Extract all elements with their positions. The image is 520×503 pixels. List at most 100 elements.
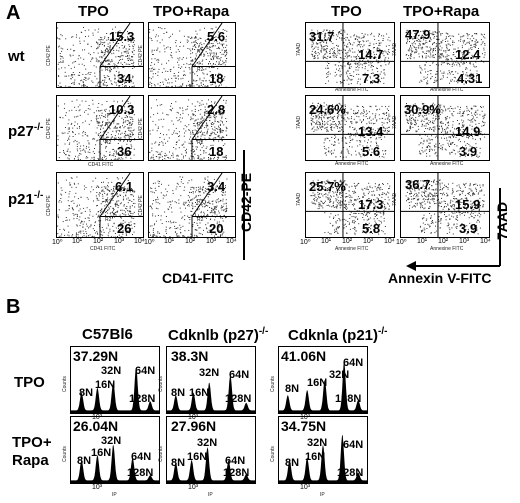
- b-row-header-line2: Rapa: [12, 452, 49, 469]
- row-header-p27-label: p27: [8, 123, 34, 140]
- dna-histogram-c57bl6-tpo: 37.29N 8N 16N 32N 64N 128N: [70, 346, 160, 414]
- gate-label-r2: R2: [197, 67, 204, 73]
- peak-label-64n: 64N: [229, 369, 250, 381]
- cd-plot-p21-rapa-scatter: [149, 173, 235, 237]
- ip-axis-label: IP: [112, 492, 117, 498]
- cd-y-axis-label: CD42 PE: [46, 195, 52, 216]
- cd-x-axis-label: CD41 FITC: [90, 246, 116, 252]
- tick-label: 10⁴: [384, 238, 395, 245]
- gate-label-r1: R1: [105, 122, 112, 128]
- ann-value-upper-right: 14.7: [358, 47, 384, 62]
- ann-value-upper-left: 31.7: [309, 29, 335, 44]
- cd-value-top: 10.3: [109, 102, 135, 117]
- peak-label-8n: 8N: [79, 387, 94, 399]
- peak-label-128n: 128N: [127, 467, 154, 479]
- ann-x-axis-label: Annexine FITC: [430, 246, 464, 252]
- tick-label: 10⁰: [300, 239, 311, 246]
- gate-label-r2: R2: [197, 217, 204, 223]
- cd-value-top: 3.4: [207, 179, 226, 194]
- tick-label: 10³: [206, 238, 217, 245]
- b-col-header-p27-label: Cdknlb (p27): [168, 327, 259, 344]
- ip-tick-label: 10³: [300, 484, 311, 491]
- dna-histogram-p21-rapa: 34.75N 8N 16N 32N 64N 128N: [278, 416, 368, 484]
- peak-label-32n: 32N: [199, 367, 220, 379]
- counts-axis-label: Counts: [158, 446, 164, 462]
- histogram-shape: [279, 434, 367, 483]
- tick-label: 10¹: [72, 238, 83, 245]
- histogram-shape: [279, 361, 367, 413]
- row-header-p21-label: p21: [8, 191, 34, 208]
- row-header-wt-label: wt: [8, 48, 25, 65]
- tick-label: 10¹: [164, 238, 175, 245]
- dna-histogram-p27-rapa: 27.96N 8N 16N 32N 64N 128N: [166, 416, 256, 484]
- peak-label-128n: 128N: [225, 393, 252, 405]
- ip-axis-label: IP: [320, 492, 325, 498]
- tick-label: 10⁴: [226, 238, 237, 245]
- peak-label-16n: 16N: [95, 379, 116, 391]
- tick-label: 10⁰: [144, 239, 155, 246]
- peak-label-64n: 64N: [135, 365, 156, 377]
- tick-label: 10²: [93, 238, 104, 245]
- ann-x-axis-label: Annexine FITC: [335, 87, 369, 93]
- peak-label-16n: 16N: [305, 451, 326, 463]
- peak-label-8n: 8N: [171, 457, 186, 469]
- peak-label-32n: 32N: [307, 437, 328, 449]
- cd-plot-p21-tpo-scatter: [57, 173, 143, 237]
- gate-label-r2: R2: [197, 140, 204, 146]
- peak-label-16n: 16N: [187, 451, 208, 463]
- peak-label-128n: 128N: [335, 393, 362, 405]
- ip-tick-label: 10³: [188, 484, 199, 491]
- ann-value-upper-right: 14.9: [455, 124, 481, 139]
- cd-plot-wt-rapa-scatter: [149, 23, 235, 87]
- cd-x-ticks-left: 10⁰ 10¹ 10² 10³ 10⁴: [52, 238, 148, 248]
- ann-plot-p21-rapa-scatter: [401, 173, 489, 237]
- peak-label-16n: 16N: [307, 377, 328, 389]
- cd-plot-p21-tpo: 6.1 26 R1 R2: [56, 172, 144, 238]
- ann-plot-p27-rapa-scatter: [401, 96, 489, 160]
- cd-x-ticks-right: 10⁰ 10¹ 10² 10³ 10⁴: [144, 238, 240, 248]
- cd-plot-p27-tpo: 10.3 36 R1 R2: [56, 95, 144, 161]
- ann-y-axis-label: 7AAD: [392, 115, 398, 129]
- ann-value-upper-right: 12.4: [455, 47, 481, 62]
- row-header-p27: p27-/-: [8, 122, 43, 140]
- ann-plot-wt-rapa: 47.9 12.4 4.31: [400, 22, 490, 88]
- ann-value-upper-left: 24.6%: [309, 102, 346, 117]
- cd-plot-p27-tpo-scatter: [57, 96, 143, 160]
- b-row-header-tpo-rapa: TPO+ Rapa: [12, 434, 52, 470]
- ann-plot-wt-tpo: 31.7 14.7 7.3: [305, 22, 395, 88]
- histogram-shape: [167, 375, 255, 413]
- cd-plot-wt-tpo-scatter: [57, 23, 143, 87]
- ann-col-header-tpo: TPO: [331, 3, 362, 20]
- tick-label: 10³: [114, 238, 125, 245]
- counts-axis-label: Counts: [62, 376, 68, 392]
- tick-label: 10⁰: [52, 239, 63, 246]
- gate-label-r2: R2: [105, 140, 112, 146]
- cd-value-top: 15.3: [109, 29, 135, 44]
- ann-value-lower-right: 4.31: [457, 71, 483, 86]
- tick-label: 10⁴: [480, 238, 491, 245]
- peak-label-128n: 128N: [129, 393, 156, 405]
- cd42-pe-axis-title: CD42-PE: [238, 172, 254, 232]
- gate-label-r1: R1: [197, 122, 204, 128]
- histogram-shape: [167, 447, 255, 483]
- panel-b-letter: B: [6, 296, 21, 318]
- ip-axis-label: IP: [208, 492, 213, 498]
- gate-label-r2: R2: [105, 67, 112, 73]
- counts-axis-label: Counts: [270, 376, 276, 392]
- peak-label-128n: 128N: [337, 467, 364, 479]
- cd-value-top: 2.8: [207, 102, 226, 117]
- peak-label-16n: 16N: [91, 447, 112, 459]
- ann-x-ticks-left: 10⁰ 10¹ 10² 10³ 10⁴: [300, 238, 398, 248]
- ann-plot-p21-tpo: 25.7% 17.3 5.8: [305, 172, 395, 238]
- peak-label-64n: 64N: [131, 451, 152, 463]
- ann-x-ticks-right: 10⁰ 10¹ 10² 10³ 10⁴: [396, 238, 494, 248]
- peak-label-8n: 8N: [77, 455, 92, 467]
- ploidy-percentage: 26.04N: [73, 418, 119, 434]
- ploidy-percentage: 37.29N: [73, 348, 119, 364]
- dna-histogram-p27-tpo: 38.3N 8N 16N 32N 64N 128N: [166, 346, 256, 414]
- ann-plot-p21-rapa: 36.7 15.9 3.9: [400, 172, 490, 238]
- row-header-p21-sup: -/-: [33, 190, 44, 201]
- ann-col-header-tpo-rapa: TPO+Rapa: [403, 3, 480, 20]
- ann-value-upper-left: 47.9: [405, 27, 431, 42]
- tick-label: 10³: [459, 238, 470, 245]
